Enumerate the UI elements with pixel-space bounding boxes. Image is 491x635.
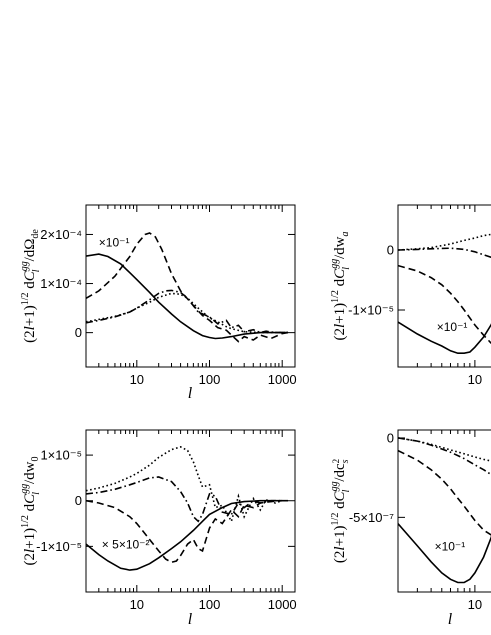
y-tick-label: 1×10⁻⁵ [40,448,82,463]
y-tick-label: -1×10⁻⁵ [348,303,394,318]
series-dashdot-line [86,289,288,334]
x-tick-label: 10 [130,372,144,387]
x-tick-label: 1000 [268,372,297,387]
data-lines [398,437,491,584]
series-dashed-line [398,264,491,344]
x-tick-label: 10 [130,597,144,612]
y-tick-label: 0 [387,243,394,258]
x-axis-label: l [188,611,193,628]
plot-frame [85,204,296,368]
y-tick-label: 0 [75,325,82,340]
x-axis-label: l [448,611,453,628]
series-dotted-line [86,446,283,524]
x-tick-label: 100 [199,597,221,612]
x-tick-label: 10 [468,597,482,612]
scale-annotation: ×10⁻¹ [435,540,466,554]
tick-marks [86,205,283,367]
series-dashed-line [86,499,283,564]
panel-bottom-right: ×10⁻¹ l (2l+1)1/2 dCggl/dcs2 100-5×10⁻⁷ [329,429,491,628]
series-dashed-line [398,449,491,536]
series-solid-line [398,321,491,354]
tick-marks [398,430,476,592]
y-tick-label: 1×10⁻⁴ [40,276,82,291]
scale-annotation: ×10⁻¹ [99,236,130,250]
tick-marks [398,205,476,367]
plot-frame [397,204,491,368]
series-solid-line [398,523,491,584]
y-axis-label: (2l+1)1/2 dCggl/dw0 [19,457,42,566]
plot-frame [397,429,491,593]
series-solid-line [86,499,288,571]
y-tick-label: -1×10⁻⁵ [36,539,82,554]
y-axis-label: (2l+1)1/2 dCggl/dwa [329,232,352,341]
series-dashdot-line [86,476,283,523]
data-lines [86,446,288,571]
plot-frame [85,429,296,593]
scale-annotation: ×10⁻¹ [437,320,468,334]
y-axis-label: (2l+1)1/2 dCggl/dΩde [19,229,42,343]
data-lines [398,233,491,354]
x-tick-label: 10 [468,372,482,387]
series-solid-line [86,253,288,340]
scale-annotation: × 5×10⁻² [102,538,150,552]
panel-top-left: ×10⁻¹ l (2l+1)1/2 dCggl/dΩde 10 100 1000 0 1… [19,204,297,402]
panel-top-right: ×10⁻¹ (2l+1)1/2 dCggl/dwa 10 0 -1×10⁻⁵ [329,204,491,387]
series-dotted-line [398,233,491,251]
series-dashed-line [86,232,289,343]
series-dashdot-line [398,247,491,259]
panel-bottom-left: × 5×10⁻² l (2l+1)1/2 dCggl/dw0 10 100 1000… [19,429,297,628]
y-tick-label: -5×10⁻⁷ [349,510,394,525]
x-axis-label: l [188,385,193,402]
data-lines [86,232,289,343]
x-tick-label: 1000 [268,597,297,612]
y-tick-label: 0 [75,493,82,508]
tick-marks [86,430,283,592]
x-tick-label: 100 [199,372,221,387]
y-tick-label: 2×10⁻⁴ [40,227,82,242]
y-tick-label: 0 [387,430,394,445]
series-dashdot-line [398,437,491,476]
